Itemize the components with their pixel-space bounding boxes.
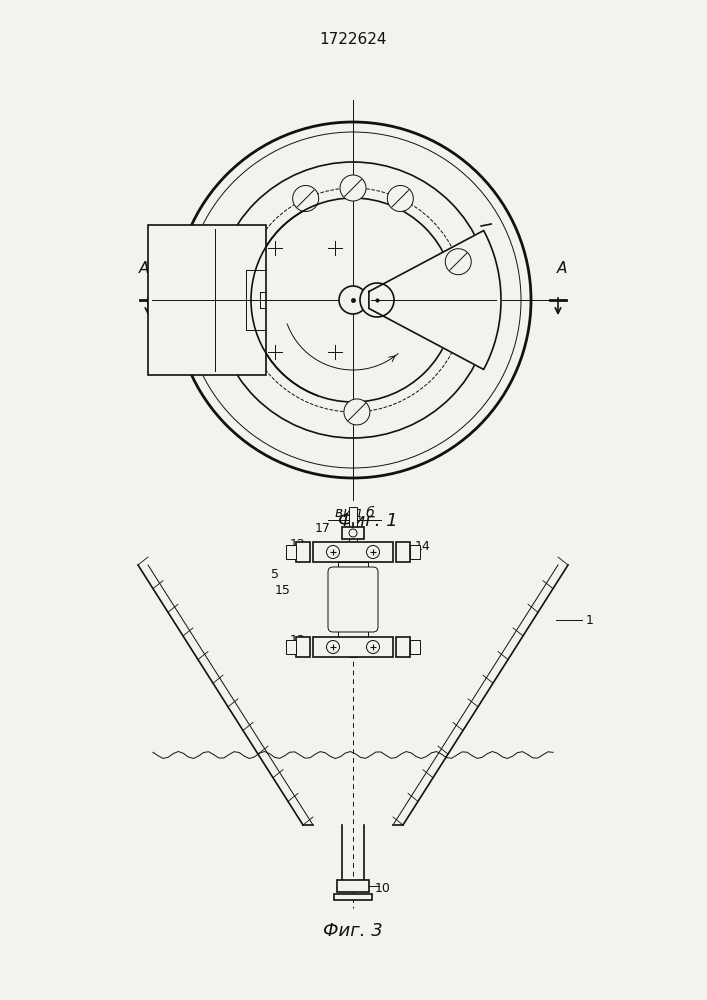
Text: А: А [557,261,567,276]
Circle shape [360,283,394,317]
Bar [410,545,420,559]
Circle shape [251,198,455,402]
Circle shape [327,641,339,654]
Circle shape [327,546,339,558]
Bar [334,894,372,900]
Circle shape [215,162,491,438]
Bar [349,507,357,657]
Text: Фиг. 3: Фиг. 3 [323,922,383,940]
Text: Фиг. 1: Фиг. 1 [338,512,398,530]
Text: 14: 14 [415,540,431,554]
Text: 1: 1 [586,613,594,626]
Circle shape [339,286,367,314]
Bar [338,562,368,637]
Bar [286,545,296,559]
Bar [296,637,310,657]
Circle shape [366,641,380,654]
Text: 12: 12 [290,538,306,550]
Bar [410,640,420,654]
Circle shape [387,185,414,211]
Circle shape [293,185,319,211]
Text: А: А [139,261,149,276]
Bar [148,225,266,375]
Bar [313,637,393,657]
Bar [396,637,410,657]
Circle shape [445,249,472,275]
Bar [342,527,364,539]
Text: 17: 17 [315,522,331,536]
Bar [337,880,369,892]
Polygon shape [369,231,501,369]
Bar [286,640,296,654]
Text: вид б: вид б [335,506,375,520]
Text: 1722624: 1722624 [320,32,387,47]
Circle shape [344,399,370,425]
Text: 5: 5 [271,568,279,580]
Circle shape [185,132,521,468]
Circle shape [340,175,366,201]
Circle shape [349,529,357,537]
Circle shape [366,546,380,558]
FancyBboxPatch shape [328,567,378,632]
Bar [313,542,393,562]
Bar [396,542,410,562]
Text: 10: 10 [375,882,391,894]
Text: 15: 15 [275,584,291,596]
Text: 13: 13 [290,635,306,648]
Bar [296,542,310,562]
